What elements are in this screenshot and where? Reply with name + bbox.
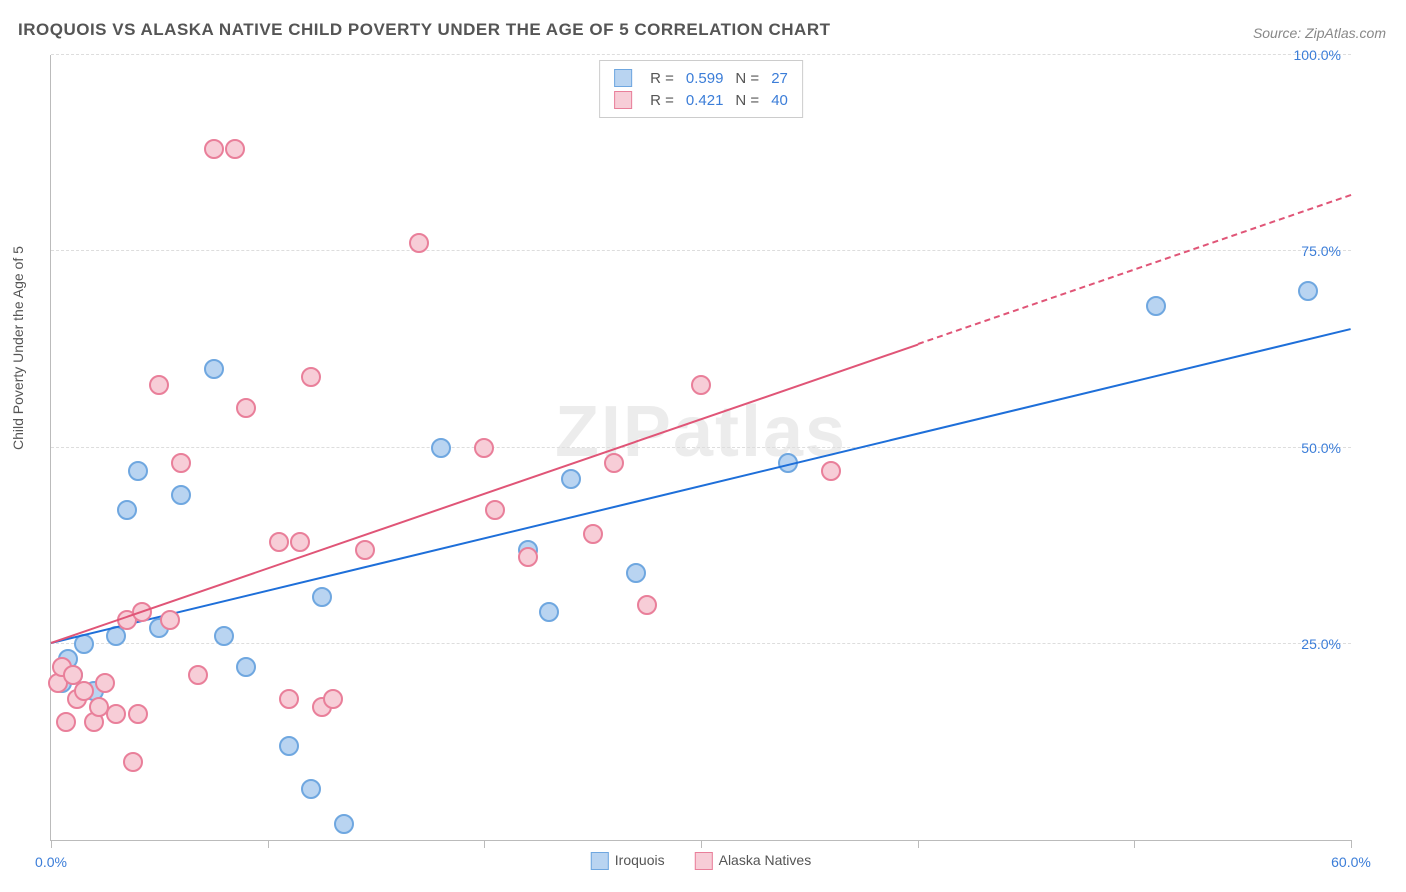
data-point xyxy=(149,375,169,395)
data-point xyxy=(312,587,332,607)
legend: Iroquois Alaska Natives xyxy=(591,852,811,870)
data-point xyxy=(474,438,494,458)
stats-n-value: 27 xyxy=(771,70,788,87)
data-point xyxy=(290,532,310,552)
trendline-extrapolated xyxy=(917,194,1351,345)
stats-r-label: R = xyxy=(650,70,674,87)
data-point xyxy=(355,540,375,560)
x-tick-label: 0.0% xyxy=(35,854,67,870)
data-point xyxy=(409,233,429,253)
data-point xyxy=(123,752,143,772)
data-point xyxy=(323,689,343,709)
stats-r-label: R = xyxy=(650,92,674,109)
x-tick xyxy=(484,840,485,848)
stats-r-value: 0.421 xyxy=(686,92,724,109)
data-point xyxy=(225,139,245,159)
stats-swatch xyxy=(614,69,632,87)
stats-n-label: N = xyxy=(735,70,759,87)
stats-n-value: 40 xyxy=(771,92,788,109)
data-point xyxy=(171,453,191,473)
x-tick xyxy=(1351,840,1352,848)
data-point xyxy=(128,461,148,481)
data-point xyxy=(691,375,711,395)
data-point xyxy=(117,500,137,520)
data-point xyxy=(583,524,603,544)
data-point xyxy=(160,610,180,630)
data-point xyxy=(204,139,224,159)
data-point xyxy=(74,681,94,701)
data-point xyxy=(171,485,191,505)
gridline xyxy=(51,643,1351,644)
correlation-stats-box: R = 0.599 N = 27 R = 0.421 N = 40 xyxy=(599,60,803,118)
chart-title: IROQUOIS VS ALASKA NATIVE CHILD POVERTY … xyxy=(18,20,831,40)
x-tick xyxy=(918,840,919,848)
data-point xyxy=(334,814,354,834)
data-point xyxy=(236,398,256,418)
legend-item: Alaska Natives xyxy=(695,852,812,870)
plot-area: ZIPatlas R =0.599N =27R =0.421N =40 Iroq… xyxy=(50,55,1351,841)
data-point xyxy=(236,657,256,677)
y-tick-label: 75.0% xyxy=(1286,243,1341,259)
data-point xyxy=(188,665,208,685)
source-attribution: Source: ZipAtlas.com xyxy=(1253,25,1386,41)
x-tick-label: 60.0% xyxy=(1331,854,1371,870)
gridline xyxy=(51,54,1351,55)
x-tick xyxy=(51,840,52,848)
data-point xyxy=(539,602,559,622)
data-point xyxy=(485,500,505,520)
gridline xyxy=(51,250,1351,251)
legend-item: Iroquois xyxy=(591,852,665,870)
data-point xyxy=(128,704,148,724)
legend-swatch xyxy=(591,852,609,870)
data-point xyxy=(604,453,624,473)
data-point xyxy=(518,547,538,567)
data-point xyxy=(1146,296,1166,316)
stats-row: R = 0.599 N = 27 xyxy=(614,67,788,89)
data-point xyxy=(269,532,289,552)
gridline xyxy=(51,447,1351,448)
y-tick-label: 25.0% xyxy=(1286,636,1341,652)
legend-label: Alaska Natives xyxy=(719,852,812,868)
stats-row: R = 0.421 N = 40 xyxy=(614,89,788,111)
y-tick-label: 100.0% xyxy=(1286,47,1341,63)
data-point xyxy=(95,673,115,693)
legend-swatch xyxy=(695,852,713,870)
data-point xyxy=(301,367,321,387)
x-tick xyxy=(268,840,269,848)
data-point xyxy=(301,779,321,799)
data-point xyxy=(637,595,657,615)
data-point xyxy=(204,359,224,379)
y-tick-label: 50.0% xyxy=(1286,440,1341,456)
data-point xyxy=(1298,281,1318,301)
data-point xyxy=(626,563,646,583)
data-point xyxy=(431,438,451,458)
data-point xyxy=(279,689,299,709)
stats-n-label: N = xyxy=(735,92,759,109)
y-axis-label: Child Poverty Under the Age of 5 xyxy=(10,246,26,450)
x-tick xyxy=(701,840,702,848)
data-point xyxy=(106,704,126,724)
x-tick xyxy=(1134,840,1135,848)
data-point xyxy=(821,461,841,481)
data-point xyxy=(561,469,581,489)
data-point xyxy=(56,712,76,732)
stats-r-value: 0.599 xyxy=(686,70,724,87)
data-point xyxy=(214,626,234,646)
data-point xyxy=(279,736,299,756)
legend-label: Iroquois xyxy=(615,852,665,868)
stats-swatch xyxy=(614,91,632,109)
